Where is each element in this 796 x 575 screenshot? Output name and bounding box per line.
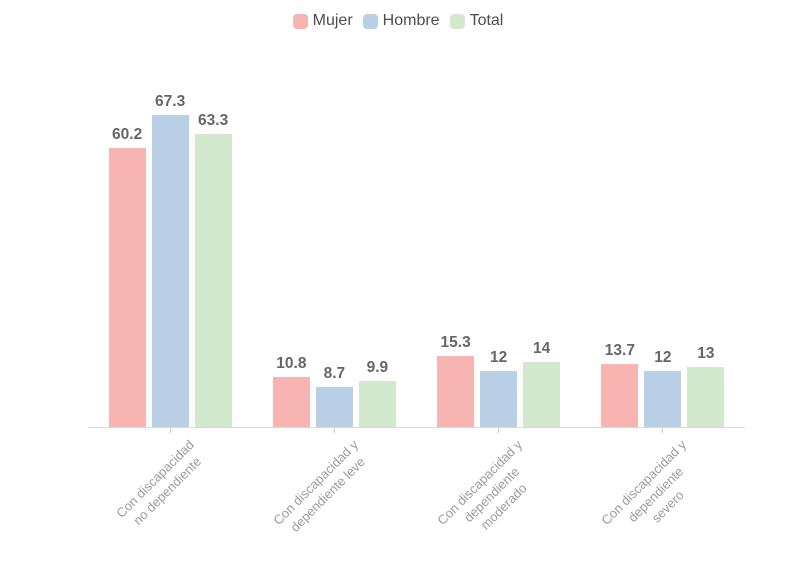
bar-hombre: [151, 115, 189, 427]
x-axis-category-label: Con discapacidad no dependiente: [113, 437, 210, 534]
bar-value-label: 10.8: [276, 354, 307, 372]
legend-label: Hombre: [382, 12, 440, 29]
bar-slot: 13: [687, 75, 725, 427]
legend-swatch-icon: [292, 13, 308, 29]
bar-value-label: 13.7: [604, 341, 635, 359]
x-axis-line: [88, 427, 745, 428]
bar-slot: 12: [644, 75, 682, 427]
bar-slot: 8.7: [315, 75, 353, 427]
bar-hombre: [644, 371, 682, 427]
bar-total: [687, 366, 725, 427]
bar-value-label: 13: [697, 344, 715, 362]
legend-swatch-icon: [449, 13, 465, 29]
bar-slot: 13.7: [601, 75, 639, 427]
bar-group: 10.8 8.7 9.9: [252, 75, 416, 427]
bar-slot: 60.2: [108, 75, 146, 427]
bar-mujer: [108, 148, 146, 427]
bar-slot: 63.3: [194, 75, 232, 427]
bar-group: 60.2 67.3 63.3: [88, 75, 252, 427]
bar-value-label: 8.7: [323, 364, 346, 382]
legend-item-hombre[interactable]: Hombre: [362, 12, 440, 30]
legend-item-total[interactable]: Total: [449, 12, 504, 30]
bar-value-label: 60.2: [112, 126, 143, 144]
bar-value-label: 15.3: [440, 334, 471, 352]
bar-value-label: 12: [490, 349, 508, 367]
bar-hombre: [480, 371, 518, 427]
bar-slot: 14: [523, 75, 561, 427]
bar-value-label: 14: [533, 340, 551, 358]
x-axis-category-label: Con discapacidad y dependiente severo: [599, 437, 715, 553]
bar-slot: 10.8: [272, 75, 310, 427]
legend-swatch-icon: [362, 13, 378, 29]
x-axis-tick: [662, 427, 664, 433]
bar-hombre: [315, 386, 353, 427]
bar-group: 15.3 12 14: [417, 75, 581, 427]
x-axis-tick: [498, 427, 500, 433]
bar-value-label: 12: [654, 349, 672, 367]
bar-group: 13.7 12 13: [581, 75, 745, 427]
bar-total: [358, 381, 396, 427]
legend-label: Mujer: [312, 12, 353, 29]
bar-groups: 60.2 67.3 63.3 10.8 8.7 9.9 15.3 12 14 13.7 12 13: [88, 75, 745, 427]
bar-mujer: [272, 377, 310, 427]
x-axis-category-label: Con discapacidad y dependiente leve: [270, 437, 374, 541]
x-axis-tick: [169, 427, 171, 433]
x-axis-category-label: Con discapacidad y dependiente moderado: [434, 437, 550, 553]
bar-slot: 67.3: [151, 75, 189, 427]
bar-total: [194, 133, 232, 427]
bar-total: [523, 362, 561, 427]
x-axis-tick: [333, 427, 335, 433]
legend-item-mujer[interactable]: Mujer: [292, 12, 353, 30]
plot-area: 60.2 67.3 63.3 10.8 8.7 9.9 15.3 12 14 13.7 12 13: [88, 75, 745, 427]
bar-mujer: [601, 363, 639, 427]
bar-mujer: [437, 356, 475, 427]
bar-value-label: 67.3: [155, 93, 186, 111]
bar-value-label: 9.9: [366, 359, 389, 377]
bar-value-label: 63.3: [198, 111, 229, 129]
bar-slot: 9.9: [358, 75, 396, 427]
legend-label: Total: [469, 12, 504, 29]
bar-slot: 15.3: [437, 75, 475, 427]
bar-slot: 12: [480, 75, 518, 427]
chart-legend: Mujer Hombre Total: [0, 12, 796, 30]
